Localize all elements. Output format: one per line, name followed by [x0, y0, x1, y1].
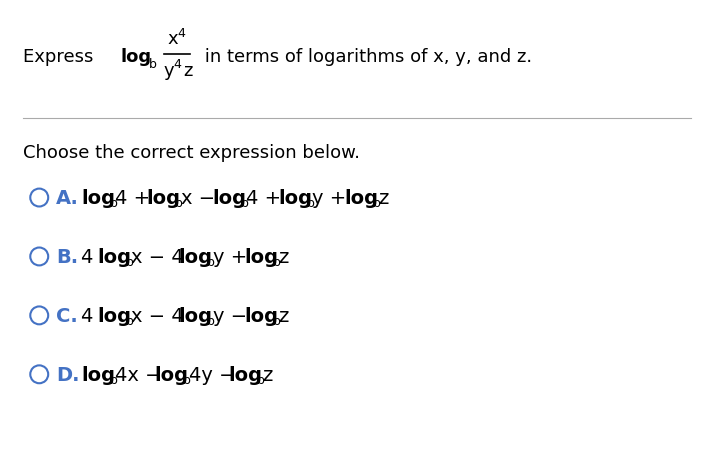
Text: log: log [121, 48, 152, 66]
Text: log: log [155, 365, 188, 384]
Text: log: log [147, 189, 181, 207]
Text: log: log [278, 189, 312, 207]
Text: 4 +: 4 + [115, 189, 156, 207]
Text: b: b [207, 314, 215, 327]
Text: b: b [149, 57, 156, 71]
Text: 4: 4 [81, 248, 100, 266]
Text: log: log [178, 248, 213, 266]
Text: y −: y − [213, 306, 253, 325]
Text: C.: C. [56, 306, 78, 325]
Text: in terms of logarithms of x, y, and z.: in terms of logarithms of x, y, and z. [198, 48, 532, 66]
Text: b: b [257, 373, 265, 386]
Text: b: b [241, 197, 248, 210]
Text: log: log [81, 189, 115, 207]
Text: y +: y + [213, 248, 253, 266]
Text: x: x [168, 30, 178, 48]
Text: b: b [373, 197, 381, 210]
Text: log: log [213, 189, 246, 207]
Text: log: log [97, 306, 131, 325]
Text: log: log [178, 306, 213, 325]
Text: b: b [183, 373, 191, 386]
Text: x − 4: x − 4 [131, 306, 190, 325]
Text: D.: D. [56, 365, 80, 384]
Text: log: log [97, 248, 131, 266]
Text: x −: x − [181, 189, 221, 207]
Text: b: b [126, 255, 134, 268]
Text: log: log [81, 365, 115, 384]
Text: b: b [126, 314, 134, 327]
Text: A.: A. [56, 189, 79, 207]
Text: b: b [109, 373, 117, 386]
Text: 4: 4 [178, 27, 186, 40]
Text: x − 4: x − 4 [131, 248, 190, 266]
Text: 4: 4 [174, 58, 181, 71]
Text: b: b [207, 255, 215, 268]
Text: b: b [175, 197, 183, 210]
Text: 4x −: 4x − [115, 365, 168, 384]
Text: log: log [228, 365, 263, 384]
Text: b: b [273, 255, 281, 268]
Text: y: y [164, 62, 174, 80]
Text: log: log [244, 306, 278, 325]
Text: z: z [378, 189, 388, 207]
Text: 4 +: 4 + [246, 189, 288, 207]
Text: Choose the correct expression below.: Choose the correct expression below. [24, 144, 361, 162]
Text: z: z [278, 306, 288, 325]
Text: Express: Express [24, 48, 99, 66]
Text: z: z [278, 248, 288, 266]
Text: 4: 4 [81, 306, 100, 325]
Text: B.: B. [56, 248, 79, 266]
Text: b: b [109, 197, 117, 210]
Text: z: z [183, 62, 193, 80]
Text: log: log [344, 189, 378, 207]
Text: 4y −: 4y − [188, 365, 241, 384]
Text: z: z [262, 365, 273, 384]
Text: y +: y + [312, 189, 353, 207]
Text: b: b [307, 197, 315, 210]
Text: b: b [273, 314, 281, 327]
Text: log: log [244, 248, 278, 266]
